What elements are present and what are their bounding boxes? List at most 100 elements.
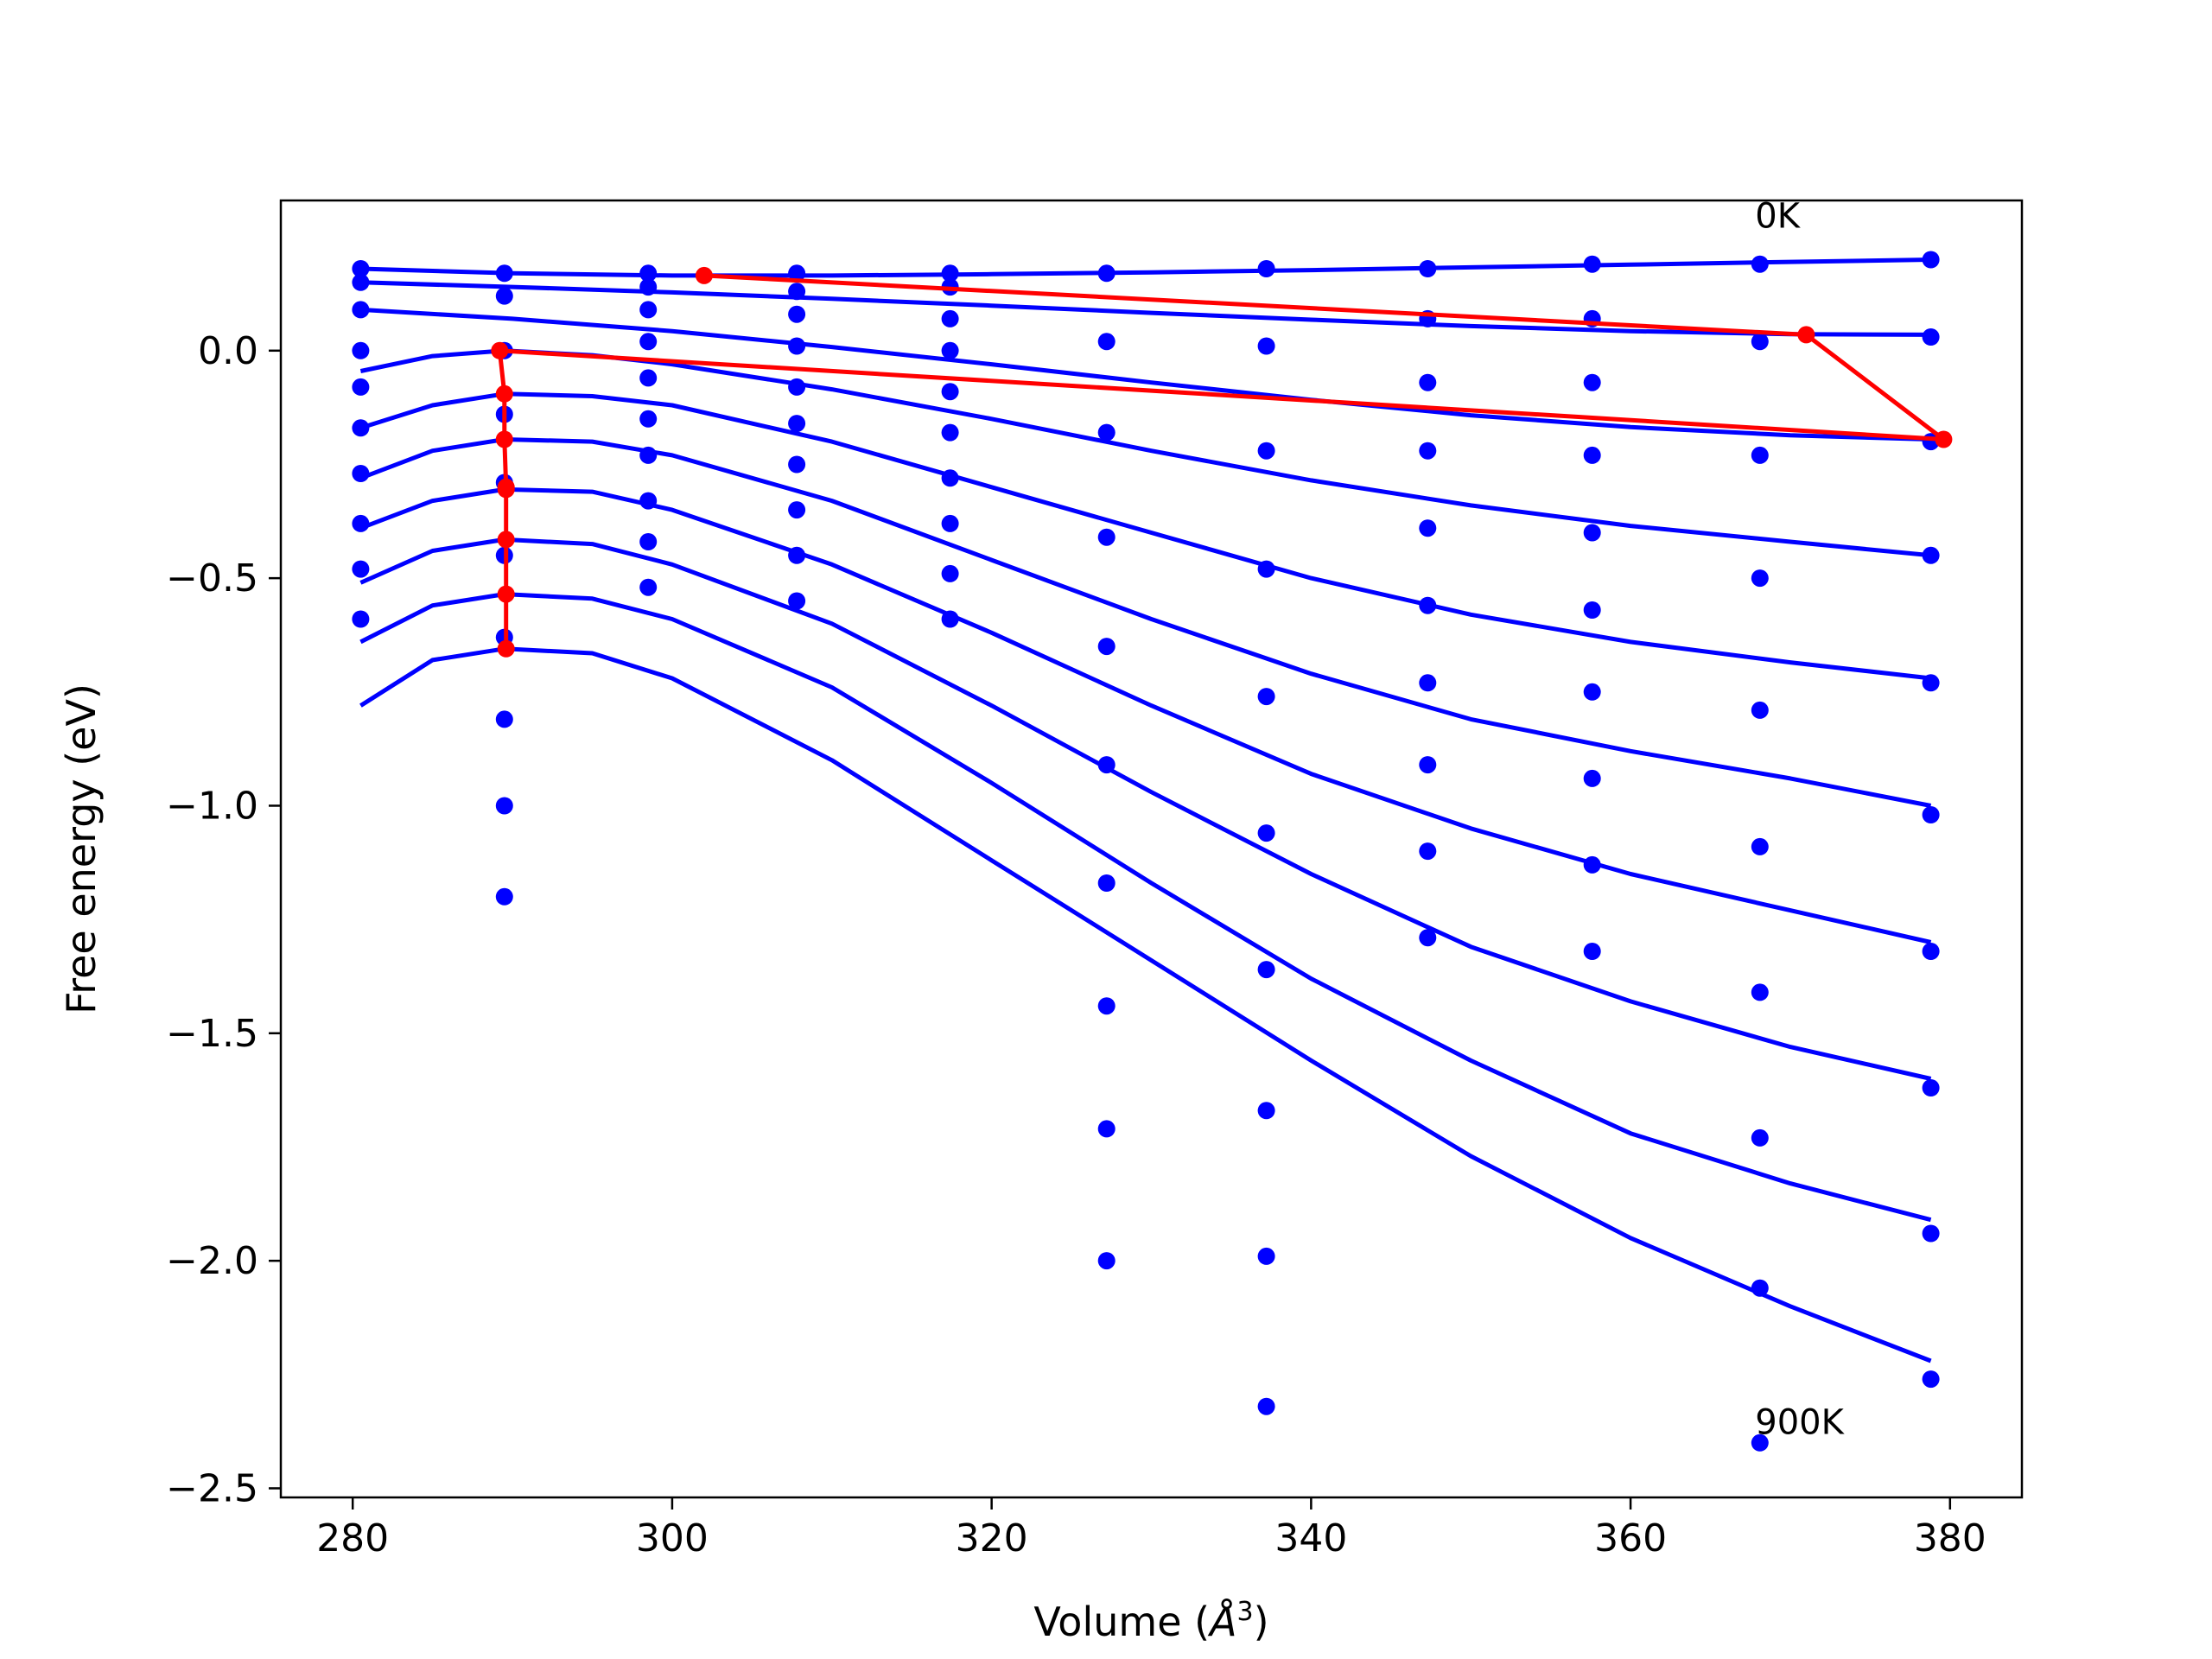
data-point — [639, 369, 658, 387]
data-point — [1257, 1102, 1275, 1120]
data-point — [352, 465, 370, 482]
x-tick-label: 320 — [956, 1516, 1028, 1560]
data-point — [1257, 688, 1275, 706]
data-point — [1097, 264, 1116, 283]
y-tick-label: −1.5 — [166, 1012, 258, 1056]
min-energy-point — [497, 480, 515, 499]
data-point — [1751, 446, 1769, 464]
data-point — [1257, 961, 1275, 979]
data-point — [1097, 333, 1116, 351]
data-point — [1751, 255, 1769, 273]
x-tick-label: 300 — [636, 1516, 709, 1560]
min-energy-point — [495, 430, 513, 448]
data-point — [1922, 674, 1940, 692]
data-point — [1097, 874, 1116, 892]
min-energy-point — [497, 639, 515, 658]
data-point — [495, 797, 513, 815]
annotations: 0K 900K — [1755, 197, 1845, 1443]
data-point — [1257, 337, 1275, 355]
data-point — [352, 301, 370, 319]
data-point — [352, 610, 370, 628]
data-point — [639, 446, 658, 464]
data-point — [1583, 855, 1601, 874]
data-point — [495, 710, 513, 728]
data-point — [495, 887, 513, 906]
data-point — [941, 383, 959, 401]
data-point — [1751, 1279, 1769, 1297]
data-point — [1922, 1224, 1940, 1243]
data-point — [788, 378, 806, 396]
data-point — [788, 592, 806, 610]
x-tick-label: 360 — [1594, 1516, 1667, 1560]
data-point — [1922, 943, 1940, 960]
data-point — [1419, 756, 1437, 774]
y-tick-label: −2.5 — [166, 1466, 258, 1510]
y-tick-label: −1.0 — [166, 784, 258, 828]
data-point — [1097, 1120, 1116, 1138]
data-point — [788, 264, 806, 283]
data-point — [941, 264, 959, 283]
data-point — [941, 610, 959, 628]
data-point — [1922, 251, 1940, 269]
data-point — [1583, 943, 1601, 960]
data-point — [1419, 373, 1437, 391]
data-point — [1583, 683, 1601, 701]
data-point — [1583, 601, 1601, 619]
data-point — [788, 305, 806, 323]
data-point — [352, 514, 370, 532]
data-point — [1257, 824, 1275, 842]
annotation-900k: 900K — [1755, 1402, 1845, 1442]
axes-frame — [279, 199, 2024, 1499]
data-point — [495, 264, 513, 283]
fit-curve-0 — [360, 257, 1931, 278]
data-point — [639, 301, 658, 319]
data-point — [1922, 1079, 1940, 1096]
data-point — [1097, 756, 1116, 774]
data-point — [1922, 1370, 1940, 1389]
data-point — [639, 492, 658, 510]
data-point — [1097, 638, 1116, 656]
data-point — [495, 287, 513, 305]
min-energy-point — [497, 531, 515, 549]
data-point — [1583, 769, 1601, 787]
plot-area — [352, 251, 1953, 1452]
data-point — [941, 514, 959, 532]
x-tick-label: 280 — [316, 1516, 389, 1560]
data-point — [1419, 929, 1437, 947]
x-axis: 280 300 320 340 360 380 — [316, 1497, 1986, 1560]
data-point — [1583, 524, 1601, 542]
data-point — [639, 264, 658, 283]
data-point — [1097, 1252, 1116, 1270]
data-point — [1419, 519, 1437, 537]
y-axis: 0.0 −0.5 −1.0 −1.5 −2.0 −2.5 — [166, 329, 281, 1510]
data-point — [1922, 546, 1940, 564]
data-point — [352, 378, 370, 396]
data-point — [639, 333, 658, 351]
y-tick-label: −2.0 — [166, 1239, 258, 1283]
data-point — [1419, 442, 1437, 460]
data-point — [788, 283, 806, 301]
min-energy-point — [1935, 430, 1953, 448]
data-point — [352, 419, 370, 437]
fit-curve-2 — [360, 307, 1931, 442]
data-point — [1257, 260, 1275, 277]
data-point — [1751, 333, 1769, 351]
data-point — [1419, 260, 1437, 277]
data-point — [1751, 701, 1769, 719]
data-point — [1419, 842, 1437, 861]
data-point — [352, 273, 370, 291]
min-energy-point — [1797, 326, 1815, 344]
annotation-0k: 0K — [1755, 197, 1801, 237]
min-energy-point — [491, 341, 509, 359]
data-point — [788, 501, 806, 519]
min-energy-point — [495, 385, 513, 403]
data-point — [1257, 442, 1275, 460]
data-point — [639, 578, 658, 596]
data-point — [788, 415, 806, 433]
data-point — [639, 278, 658, 296]
data-point — [1257, 1397, 1275, 1415]
y-tick-label: −0.5 — [166, 556, 258, 601]
data-point — [1257, 1247, 1275, 1265]
